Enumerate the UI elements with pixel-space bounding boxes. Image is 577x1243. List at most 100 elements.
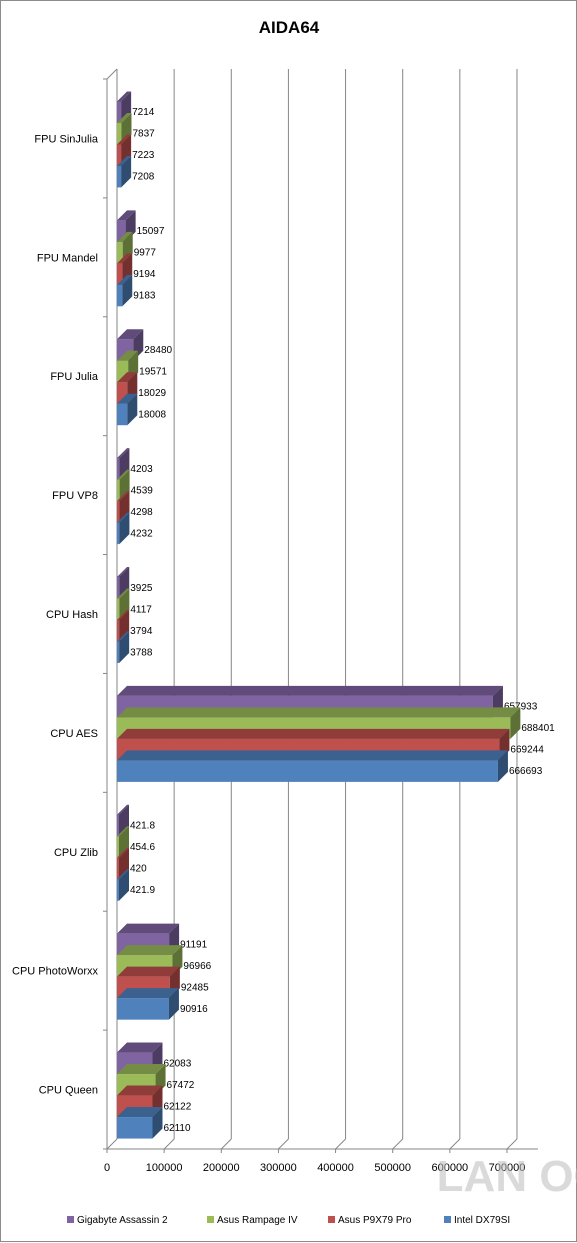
bar-side-face	[121, 155, 132, 188]
category-label: FPU VP8	[52, 490, 98, 502]
bar-top-face	[117, 966, 180, 977]
data-label: 7223	[132, 150, 155, 161]
bar-top-face	[117, 750, 508, 761]
x-tick-label: 300000	[260, 1162, 297, 1174]
legend-entry: Intel DX79SI	[454, 1215, 510, 1226]
bar[interactable]	[117, 998, 169, 1020]
data-label: 4232	[130, 528, 153, 539]
bar-side-face	[119, 631, 130, 663]
data-label: 3788	[130, 647, 153, 658]
bar-top-face	[117, 588, 130, 599]
legend-swatch	[207, 1216, 214, 1223]
bar-top-face	[117, 231, 133, 242]
bar[interactable]	[117, 284, 123, 307]
legend-swatch	[444, 1216, 451, 1223]
bar[interactable]	[117, 122, 122, 145]
bar[interactable]	[117, 165, 122, 188]
bar-top-face	[117, 685, 503, 696]
legend-entry: Asus P9X79 Pro	[338, 1215, 412, 1226]
bar[interactable]	[117, 382, 128, 404]
bar[interactable]	[117, 101, 122, 123]
bar[interactable]	[117, 879, 119, 901]
bar[interactable]	[117, 403, 128, 426]
bar-top-face	[117, 134, 132, 145]
data-label: 4117	[130, 604, 152, 615]
bar-top-face	[117, 869, 129, 880]
bar[interactable]	[117, 360, 129, 383]
floor-gridline	[106, 1138, 118, 1150]
data-label: 19571	[139, 366, 167, 377]
bar-top-face	[117, 826, 129, 837]
bar-side-face	[122, 274, 133, 307]
category-label: FPU Mandel	[37, 252, 98, 264]
category-label: CPU AES	[50, 728, 98, 740]
x-tick-label: 100000	[146, 1162, 183, 1174]
data-label: 67472	[167, 1080, 195, 1091]
bar-top-face	[117, 210, 136, 221]
bar-top-face	[117, 491, 130, 502]
bar[interactable]	[117, 620, 120, 642]
x-tick-label: 400000	[317, 1162, 354, 1174]
bar[interactable]	[117, 1117, 153, 1139]
category-label: CPU Queen	[39, 1085, 98, 1097]
bar[interactable]	[117, 220, 126, 242]
bar[interactable]	[117, 836, 119, 858]
bar-top-face	[117, 631, 130, 642]
data-label: 9977	[134, 248, 157, 259]
data-label: 421.9	[130, 885, 155, 896]
floor-gridline	[392, 1138, 404, 1150]
data-label: 454.6	[130, 842, 155, 853]
bar-top-face	[117, 350, 139, 361]
bar-top-face	[117, 155, 132, 166]
bar-top-face	[117, 512, 130, 523]
bar[interactable]	[117, 598, 120, 621]
legend-entry: Gigabyte Assassin 2	[77, 1215, 168, 1226]
bar[interactable]	[117, 479, 120, 502]
bar-side-face	[119, 869, 129, 901]
bar-top-face	[117, 728, 510, 739]
data-label: 7214	[132, 107, 155, 118]
bar[interactable]	[117, 814, 119, 837]
bar[interactable]	[117, 522, 120, 545]
bar-top-face	[117, 274, 133, 285]
data-label: 15097	[137, 226, 165, 237]
floor-gridline	[220, 1138, 232, 1150]
data-label: 669244	[510, 745, 544, 756]
data-label: 90916	[180, 1004, 208, 1015]
bar-side-face	[510, 707, 521, 739]
floor-gridline	[163, 1138, 175, 1150]
bar[interactable]	[117, 144, 122, 166]
bar[interactable]	[117, 241, 123, 264]
bar-top-face	[117, 945, 183, 956]
bar-top-face	[117, 91, 132, 102]
bar[interactable]	[117, 577, 120, 599]
legend-entry: Asus Rampage IV	[217, 1215, 298, 1226]
bar[interactable]	[117, 263, 123, 285]
data-label: 18029	[138, 388, 166, 399]
floor-gridline	[506, 1138, 518, 1150]
x-tick-label: 200000	[203, 1162, 240, 1174]
bar-top-face	[117, 567, 130, 577]
bar-top-face	[117, 923, 180, 934]
data-label: 7837	[132, 129, 155, 140]
data-label: 62110	[163, 1123, 191, 1134]
bar-top-face	[117, 372, 138, 383]
bar-top-face	[117, 329, 144, 340]
category-label: FPU SinJulia	[34, 133, 98, 145]
bar[interactable]	[117, 857, 119, 880]
bar[interactable]	[117, 458, 120, 480]
data-label: 28480	[144, 345, 172, 356]
data-label: 420	[130, 864, 147, 875]
bar[interactable]	[117, 760, 498, 782]
top-edge	[106, 68, 118, 80]
data-label: 18008	[138, 409, 166, 420]
bar-top-face	[117, 1042, 163, 1053]
bar-side-face	[127, 393, 138, 426]
bar[interactable]	[117, 501, 120, 523]
bar[interactable]	[117, 641, 120, 664]
bar-top-face	[117, 112, 132, 123]
data-label: 62122	[163, 1101, 191, 1112]
category-label: FPU Julia	[50, 371, 99, 383]
bar-top-face	[117, 448, 130, 459]
